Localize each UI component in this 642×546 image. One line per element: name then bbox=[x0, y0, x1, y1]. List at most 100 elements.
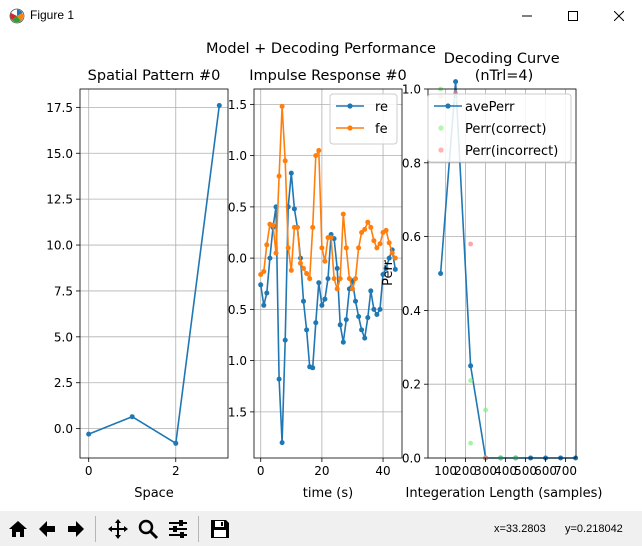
axes-decoding-curve: 1002003004005006007000.00.20.40.60.81.0 … bbox=[381, 51, 602, 501]
data-point bbox=[368, 288, 374, 294]
data-point bbox=[356, 245, 362, 251]
legend-label-perr-incorrect: Perr(incorrect) bbox=[465, 144, 558, 159]
x-tick-label: 400 bbox=[494, 464, 517, 478]
x-tick-label: 600 bbox=[534, 464, 557, 478]
window-title: Figure 1 bbox=[30, 8, 75, 22]
data-point bbox=[294, 224, 300, 230]
data-point bbox=[377, 241, 383, 247]
data-point bbox=[282, 158, 288, 164]
zoom-button[interactable] bbox=[134, 515, 162, 543]
data-point bbox=[267, 255, 273, 261]
y-tick-label: 10.0 bbox=[46, 239, 73, 253]
data-point bbox=[368, 224, 374, 230]
save-icon bbox=[211, 520, 229, 538]
data-point bbox=[359, 327, 365, 333]
y-tick-label: 0.5 bbox=[228, 200, 247, 214]
pan-button[interactable] bbox=[104, 515, 132, 543]
data-point bbox=[343, 245, 349, 251]
data-point bbox=[383, 227, 389, 233]
x-tick-label: 40 bbox=[375, 464, 390, 478]
data-point bbox=[307, 276, 313, 282]
x-tick-label: 0 bbox=[257, 464, 265, 478]
data-point bbox=[343, 317, 349, 323]
back-button[interactable] bbox=[33, 515, 61, 543]
axes-decoding-curve-ylabel: Perr bbox=[381, 259, 396, 285]
data-point bbox=[365, 315, 371, 321]
data-point bbox=[282, 337, 288, 343]
axes-spatial-pattern-series bbox=[86, 103, 222, 446]
data-point bbox=[313, 320, 319, 326]
y-tick-label: 0.6 bbox=[402, 230, 421, 244]
save-button[interactable] bbox=[206, 515, 234, 543]
y-tick-label: 2.5 bbox=[54, 376, 73, 390]
navigation-toolbar: x=33.2803 y=0.218042 bbox=[0, 511, 642, 546]
data-point bbox=[386, 240, 392, 246]
data-point bbox=[371, 238, 377, 244]
data-point bbox=[337, 276, 343, 282]
axes-spatial-pattern-xlabel: Space bbox=[134, 486, 174, 501]
configure-subplots-icon bbox=[169, 520, 187, 538]
close-icon bbox=[614, 10, 624, 21]
data-point bbox=[438, 271, 444, 276]
data-point bbox=[216, 103, 222, 108]
legend-label-aveperr: avePerr bbox=[465, 100, 515, 115]
data-point bbox=[374, 312, 380, 317]
legend-label-re: re bbox=[375, 100, 388, 115]
data-point bbox=[316, 280, 322, 286]
data-point bbox=[129, 414, 135, 420]
close-button[interactable] bbox=[596, 0, 642, 31]
figure-canvas[interactable]: Model + Decoding Performance Spatial Pat… bbox=[0, 31, 642, 511]
data-point bbox=[483, 407, 488, 413]
data-point bbox=[273, 250, 279, 256]
data-point bbox=[380, 272, 386, 277]
y-tick-label: 0.2 bbox=[402, 378, 421, 392]
window-titlebar: Figure 1 bbox=[0, 0, 642, 31]
configure-subplots-button[interactable] bbox=[164, 515, 192, 543]
data-point bbox=[468, 363, 474, 369]
axes-decoding-curve-frame bbox=[427, 88, 577, 459]
data-point bbox=[288, 170, 294, 176]
data-point bbox=[322, 258, 328, 264]
data-point bbox=[453, 79, 459, 85]
axes-decoding-curve-legend: avePerr Perr(correct) Perr(incorrect) bbox=[427, 93, 572, 163]
forward-button[interactable] bbox=[62, 515, 90, 543]
data-point bbox=[468, 378, 473, 383]
data-point bbox=[279, 440, 285, 446]
data-point bbox=[304, 271, 310, 276]
data-point bbox=[264, 242, 270, 248]
data-point bbox=[264, 290, 270, 296]
y-tick-label: 0.5 bbox=[228, 303, 247, 317]
axes-spatial-pattern-title: Spatial Pattern #0 bbox=[88, 68, 221, 84]
zoom-icon bbox=[138, 519, 159, 540]
y-tick-label: 7.5 bbox=[54, 284, 73, 298]
data-point bbox=[325, 276, 331, 282]
cursor-x-readout: x=33.2803 bbox=[494, 523, 546, 535]
data-point bbox=[291, 206, 297, 212]
maximize-button[interactable] bbox=[550, 0, 596, 31]
matplotlib-logo-icon bbox=[9, 8, 25, 24]
minimize-button[interactable] bbox=[504, 0, 550, 31]
axes-spatial-pattern-frame bbox=[79, 88, 229, 459]
axes-spatial-pattern-ticks: 0 2 0.0 2.5 5.0 7.5 10.0 12.5 15.0 17.5 bbox=[46, 101, 179, 478]
data-point bbox=[374, 245, 380, 251]
home-button[interactable] bbox=[4, 515, 32, 543]
data-point bbox=[313, 153, 319, 159]
data-point bbox=[173, 440, 179, 446]
data-point bbox=[389, 250, 395, 256]
series-line-series-0 bbox=[88, 105, 221, 445]
y-tick-label: 0.8 bbox=[402, 156, 421, 170]
axes-impulse-response-title: Impulse Response #0 bbox=[249, 68, 407, 84]
data-point bbox=[279, 103, 285, 109]
data-point bbox=[319, 302, 325, 308]
data-point bbox=[86, 431, 92, 437]
axes-impulse-response-xlabel: time (s) bbox=[303, 486, 353, 501]
data-point bbox=[337, 322, 343, 328]
axes-impulse-response-legend: re fe bbox=[329, 93, 398, 145]
axes-impulse-response-frame bbox=[253, 88, 403, 459]
toolbar-separator bbox=[198, 516, 199, 542]
data-point bbox=[301, 265, 306, 271]
axes-spatial-pattern: Spatial Pattern #0 0 2 0.0 2.5 5.0 7.5 10.0 12.… bbox=[46, 68, 229, 501]
data-point bbox=[392, 255, 398, 261]
data-point bbox=[310, 365, 316, 371]
maximize-icon bbox=[568, 10, 578, 21]
